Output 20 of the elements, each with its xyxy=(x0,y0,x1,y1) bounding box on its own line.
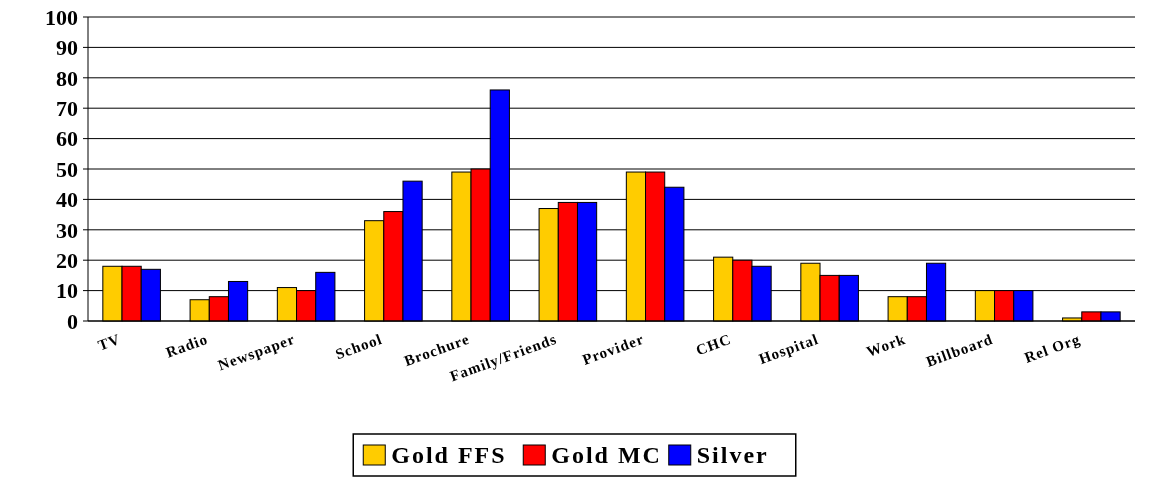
x-tick-label: TV xyxy=(95,330,123,354)
x-tick-label: Rel Org xyxy=(1022,330,1083,366)
y-tick-label: 10 xyxy=(56,278,78,304)
x-tick-label: Radio xyxy=(163,330,210,361)
y-tick-label: 50 xyxy=(56,156,78,182)
y-tick-label: 70 xyxy=(56,95,78,121)
y-tick-label: 90 xyxy=(56,35,78,61)
y-tick-label: 100 xyxy=(45,4,78,30)
x-tick-label: School xyxy=(333,330,385,363)
y-tick-label: 30 xyxy=(56,217,78,243)
x-tick-label: CHC xyxy=(693,330,734,359)
y-tick-label: 80 xyxy=(56,65,78,91)
legend-label: Gold MC xyxy=(551,442,662,468)
legend-label: Gold FFS xyxy=(391,442,507,468)
y-tick-label: 60 xyxy=(56,126,78,152)
y-tick-label: 40 xyxy=(56,187,78,213)
y-tick-label: 20 xyxy=(56,247,78,273)
x-tick-label: Work xyxy=(864,330,908,360)
legend-label: Silver xyxy=(696,442,769,468)
y-tick-label: 0 xyxy=(67,308,78,334)
